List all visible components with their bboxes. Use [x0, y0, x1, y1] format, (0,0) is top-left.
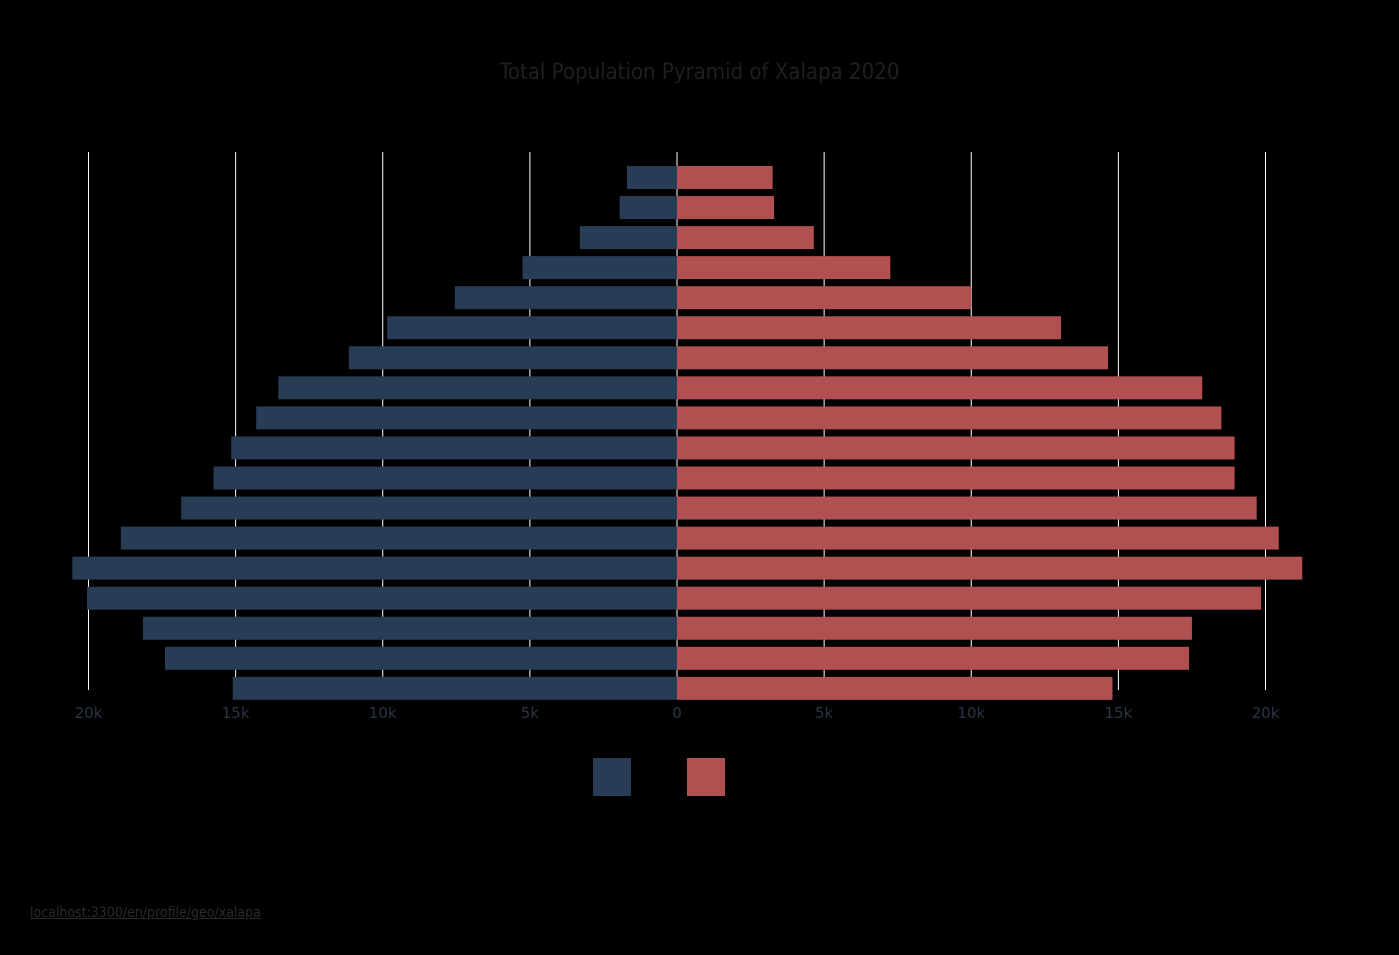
right-bar[interactable] [677, 586, 1262, 610]
left-bar[interactable] [278, 376, 677, 400]
right-bar[interactable] [677, 196, 775, 220]
x-tick-label: 5k [521, 704, 540, 722]
left-bar[interactable] [522, 256, 677, 280]
x-tick-label: 15k [222, 704, 250, 722]
left-bar[interactable] [232, 676, 677, 700]
right-bar[interactable] [677, 526, 1279, 550]
right-bar[interactable] [677, 316, 1061, 340]
bars [72, 166, 1303, 700]
left-bar[interactable] [626, 166, 677, 189]
x-axis-ticks: 20k 15k 10k 5k 0 5k 10k 15k 20k [75, 704, 1280, 722]
left-bar[interactable] [87, 586, 677, 610]
right-bar[interactable] [677, 466, 1235, 490]
right-bar[interactable] [677, 436, 1235, 460]
left-bar[interactable] [181, 496, 677, 520]
x-tick-label: 20k [75, 704, 103, 722]
left-bar[interactable] [142, 616, 677, 640]
right-bar[interactable] [677, 226, 814, 250]
left-bar[interactable] [165, 646, 677, 670]
left-bar[interactable] [454, 286, 677, 310]
left-bar[interactable] [120, 526, 678, 550]
left-bar[interactable] [231, 436, 677, 460]
x-tick-label: 5k [815, 704, 834, 722]
right-bar[interactable] [677, 346, 1109, 370]
left-bar[interactable] [619, 196, 677, 220]
x-tick-label: 20k [1252, 704, 1280, 722]
left-bar[interactable] [387, 316, 677, 340]
x-tick-label: 10k [957, 704, 985, 722]
right-bar[interactable] [677, 256, 891, 280]
left-bar[interactable] [348, 346, 677, 370]
right-bar[interactable] [677, 496, 1257, 520]
left-bar[interactable] [579, 226, 677, 250]
x-tick-label: 15k [1104, 704, 1132, 722]
source-link[interactable]: localhost:3300/en/profile/geo/xalapa [30, 905, 261, 921]
right-bar[interactable] [677, 616, 1192, 640]
right-bar[interactable] [677, 166, 773, 189]
x-tick-label: 0 [672, 704, 682, 722]
chart-title: Total Population Pyramid of Xalapa 2020 [499, 60, 900, 85]
legend-swatch-right[interactable] [687, 758, 725, 796]
left-bar[interactable] [213, 466, 677, 490]
right-bar[interactable] [677, 556, 1303, 580]
legend-swatch-left[interactable] [593, 758, 631, 796]
left-bar[interactable] [72, 556, 677, 580]
x-tick-label: 10k [369, 704, 397, 722]
right-bar[interactable] [677, 406, 1222, 430]
legend [593, 758, 725, 796]
left-bar[interactable] [256, 406, 677, 430]
right-bar[interactable] [677, 676, 1113, 700]
right-bar[interactable] [677, 646, 1189, 670]
right-bar[interactable] [677, 376, 1203, 400]
right-bar[interactable] [677, 286, 972, 310]
